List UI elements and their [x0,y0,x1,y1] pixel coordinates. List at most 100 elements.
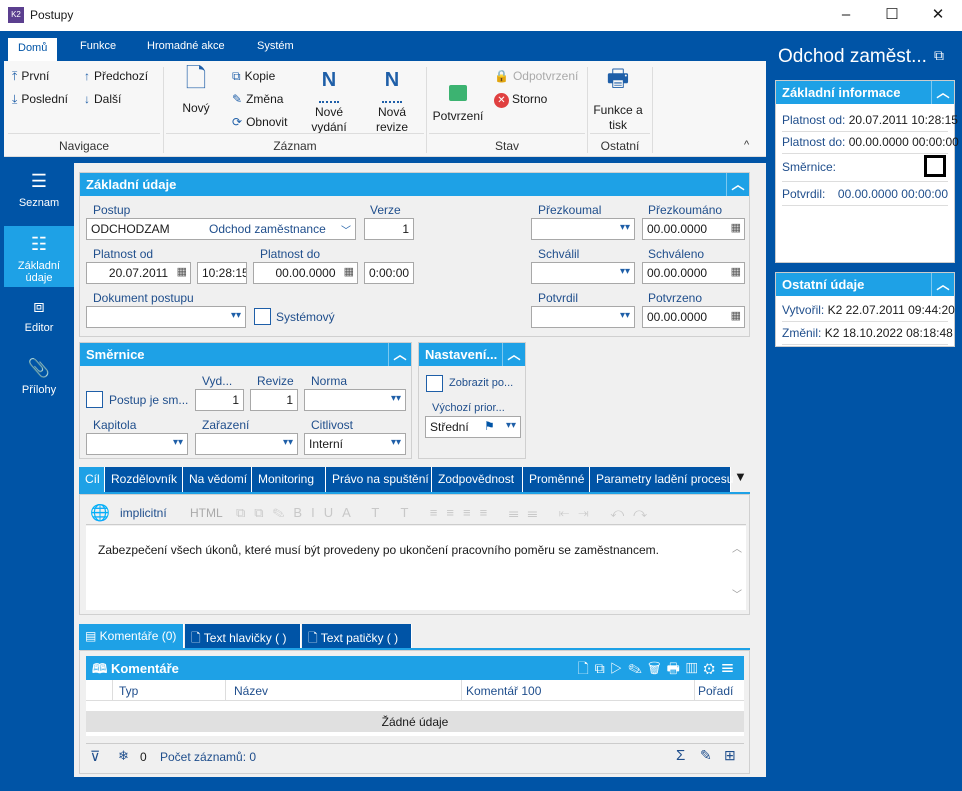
sidebar-item-seznam[interactable]: ☰ Seznam [4,163,74,224]
snowflake-icon[interactable]: ❄ [118,748,129,763]
collapse-icon[interactable]: ︿ [502,343,525,366]
postup-field[interactable]: ODCHODZAM Odchod zaměstnance ﹀ [86,218,356,240]
minimize-button[interactable]: – [841,6,851,23]
tab-pravo-na-spusteni[interactable]: Právo na spuštění [326,467,432,492]
cancel-button[interactable]: ✕ Storno [494,92,547,108]
calendar-icon: ▦ [343,266,354,278]
schvalil-field[interactable]: ▾▾ [531,262,635,284]
new-revision-button[interactable]: N Nová revize [375,69,408,134]
column-nazev[interactable]: Název [234,684,269,698]
copy-button[interactable]: ⧉ Kopie [232,69,276,83]
collapse-icon[interactable]: ︿ [931,81,954,104]
editor-area: 🌐 implicitní HTML ⧉⧉✎BIUA T T ≡≡≡≡ ☰☰ ⇤⇥… [79,494,750,615]
collapse-icon[interactable]: ︿ [388,343,411,366]
more-tabs-icon[interactable]: ▼ [734,469,747,484]
ribbon-tab-hromadne-akce[interactable]: Hromadné akce [147,40,225,52]
column-typ[interactable]: Typ [119,684,139,698]
panel-header: Základní údaje ︿ [80,173,749,196]
platnost-od-time[interactable]: 10:28:15 [197,262,247,284]
globe-icon[interactable]: 🌐 [90,505,110,522]
priorita-field[interactable]: Střední ⚑ ▾▾ [425,416,521,438]
refresh-button[interactable]: ⟳ Obnovit [232,115,288,129]
unconfirm-button[interactable]: 🔒 Odpotvrzení [494,69,579,83]
nastaveni-panel: Nastavení... ︿ Zobrazit po... Výchozí pri… [418,342,526,459]
scroll-up-icon[interactable]: ︿ [732,544,742,555]
systemovy-checkbox[interactable] [254,308,271,325]
zarazeni-field[interactable]: ▾▾ [195,433,298,455]
tab-komentare[interactable]: ▤ Komentáře (0) [79,624,184,649]
platnost-do-time[interactable]: 0:00:00 [364,262,414,284]
sum-icon[interactable]: Σ [676,747,686,764]
chevron-down-icon: ﹀ [341,226,351,237]
potvrzeno-date[interactable]: 00.00.0000 ▦ [642,306,745,328]
last-button[interactable]: ⤓ Poslední [12,92,69,106]
potvrdil-field[interactable]: ▾▾ [531,306,635,328]
collapse-ribbon-icon[interactable]: ^ [744,139,750,151]
sidebar-item-zakladni-udaje[interactable]: ☷ Základní údaje [4,226,74,287]
tab-text-hlavicky[interactable]: 🗋 Text hlavičky ( ) [185,624,301,649]
language-select[interactable]: implicitní [120,506,167,520]
dokument-field[interactable]: ▾▾ [86,306,246,328]
tab-parametry[interactable]: Parametry ladění procesu [590,467,733,492]
platnost-od-date[interactable]: 20.07.2011 ▦ [86,262,191,284]
sidebar-item-editor[interactable]: ⧈ Editor [4,288,74,349]
vydani-field[interactable]: 1 [195,389,244,411]
tab-na-vedomi[interactable]: Na vědomí [183,467,252,492]
print-functions-button[interactable]: 🖶 Funkce a tisk [590,67,646,133]
pencil-icon: ✎ [232,92,243,106]
verze-field[interactable]: 1 [364,218,414,240]
platnost-do-date[interactable]: 00.00.0000 ▦ [253,262,358,284]
editor-text[interactable]: Zabezpečení všech úkonů, které musí být … [86,526,746,610]
dokument-label: Dokument postupu [93,291,194,305]
edit-button[interactable]: ✎ Změna [232,92,284,106]
previous-button[interactable]: ↑ Předchozí [84,69,149,83]
new-issue-button[interactable]: N Nové vydání [311,69,347,134]
platnost-do-label: Platnost do [260,247,321,261]
first-button[interactable]: ⤒ První [12,69,50,83]
next-button[interactable]: ↓ Další [84,92,122,106]
tab-rozdelovnik[interactable]: Rozdělovník [105,467,183,492]
sidebar-item-prilohy[interactable]: 📎 Přílohy [4,350,74,411]
confirm-button[interactable]: Potvrzení [430,73,486,124]
norma-field[interactable]: ▾▾ [304,389,406,411]
prezkoumal-field[interactable]: ▾▾ [531,218,635,240]
main-content: Základní údaje ︿ Postup ODCHODZAM Odchod z… [74,163,766,777]
format-select[interactable]: HTML [190,506,223,520]
schvaleno-date[interactable]: 00.00.0000 ▦ [642,262,745,284]
tab-text-paticky[interactable]: 🗋 Text patičky ( ) [302,624,412,649]
copy-icon: ⧉ [232,69,241,83]
maximize-button[interactable]: ☐ [885,6,899,23]
postup-je-smernice-checkbox[interactable] [86,391,103,408]
revize-field[interactable]: 1 [250,389,298,411]
zobrazit-label: Zobrazit po... [449,377,514,389]
tab-promenne[interactable]: Proměnné [523,467,590,492]
splitter[interactable] [766,33,770,791]
add-record-icon[interactable]: ⊞ [724,747,736,763]
grid-toolbar-icons[interactable]: 🗋⧉▷✎🗑🖶▥⚙☰ [577,660,740,676]
edit-icon[interactable]: ✎ [700,747,712,763]
zobrazit-checkbox[interactable] [426,375,443,392]
citlivost-field[interactable]: Interní ▾▾ [304,433,406,455]
collapse-icon[interactable]: ︿ [931,273,954,296]
ribbon-tabs: Domů Funkce Hromadné akce Systém [4,33,766,61]
open-external-icon[interactable]: ⧉ [934,47,944,63]
close-button[interactable]: ✕ [931,6,945,23]
tab-monitoring[interactable]: Monitoring [252,467,326,492]
filter-icon[interactable]: ⊽ [90,748,101,764]
tab-cil[interactable]: Cíl [79,467,105,492]
collapse-icon[interactable]: ︿ [726,173,749,196]
ribbon-tab-system[interactable]: Systém [257,40,294,52]
panel-header: Ostatní údaje ︿ [776,273,954,296]
kapitola-field[interactable]: ▾▾ [86,433,188,455]
scroll-down-icon[interactable]: ﹀ [732,590,742,601]
info-row: Změnil: K2 18.10.2022 08:18:48 [782,321,953,345]
column-komentar[interactable]: Komentář 100 [466,684,542,698]
tab-zodpovednost[interactable]: Zodpovědnost [432,467,523,492]
ribbon-tab-funkce[interactable]: Funkce [80,40,117,52]
smernice-checkbox [924,155,946,177]
new-issue-icon: N [319,70,339,103]
prezkoumano-date[interactable]: 00.00.0000 ▦ [642,218,745,240]
new-button[interactable]: 🗋 Nový [174,65,218,116]
column-poradi[interactable]: Pořadí [698,684,734,698]
ribbon-tab-domu[interactable]: Domů [8,38,58,61]
